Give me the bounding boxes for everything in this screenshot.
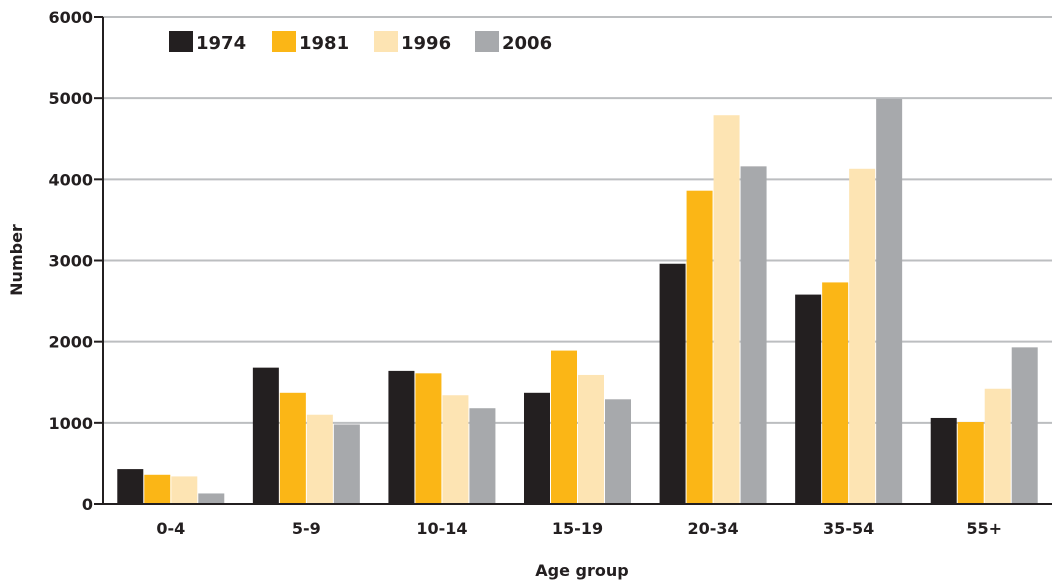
legend-label-2006: 2006 [502,33,552,54]
bar-1981-35-54 [822,282,849,504]
y-tick-label: 2000 [48,333,93,352]
legend: 1974 1981 1996 2006 [169,31,552,54]
bar-1996-15-19 [578,374,604,504]
axes [102,17,1052,505]
legend-swatch-1996 [374,31,398,52]
bar-1974-15-19 [524,392,550,504]
x-tick-label: 55+ [966,519,1002,538]
y-tick-label: 6000 [48,8,93,27]
x-axis-label: Age group [535,561,628,580]
bars [117,98,1038,505]
bar-1981-20-34 [686,190,713,505]
bar-2006-5-9 [333,424,360,504]
legend-label-1981: 1981 [299,33,349,54]
bar-1974-20-34 [659,263,686,504]
bar-1996-0-4 [171,476,198,504]
bar-1974-35-54 [795,294,822,504]
legend-label-1996: 1996 [401,33,451,54]
x-tick-label: 5-9 [292,519,321,538]
bar-1996-5-9 [306,414,333,504]
bar-1981-5-9 [279,392,306,504]
x-tick-label: 20-34 [687,519,738,538]
bar-1996-10-14 [442,395,469,504]
bar-1996-20-34 [713,115,740,504]
bar-1974-55+ [930,417,957,504]
legend-label-1974: 1974 [196,33,246,54]
bar-1996-35-54 [849,168,876,504]
bar-2006-55+ [1011,347,1038,504]
bar-1974-10-14 [388,370,415,504]
y-tick-label: 3000 [48,252,93,271]
bar-2006-0-4 [198,493,225,504]
y-tick-label: 4000 [48,170,93,189]
bar-1981-15-19 [551,350,577,504]
bar-2006-10-14 [469,408,496,504]
y-tick-label: 1000 [48,414,93,433]
bar-1974-0-4 [117,469,144,504]
x-tick-label: 10-14 [416,519,467,538]
y-tick-label: 5000 [48,89,93,108]
bar-2006-15-19 [605,399,631,504]
x-tick-label: 35-54 [823,519,874,538]
x-tick-labels: 0-4 5-9 10-14 15-19 20-34 35-54 55+ [156,519,1002,538]
legend-swatch-2006 [475,31,499,52]
y-tick-labels: 0 1000 2000 3000 4000 5000 6000 [48,8,93,514]
x-tick-label: 0-4 [156,519,185,538]
bar-2006-35-54 [876,98,903,504]
x-tick-label: 15-19 [552,519,603,538]
y-axis-label: Number [7,224,26,296]
bar-1981-10-14 [415,373,442,504]
legend-swatch-1981 [272,31,296,52]
legend-swatch-1974 [169,31,193,52]
bar-1981-0-4 [144,474,171,504]
bar-2006-20-34 [740,166,767,504]
bar-1981-55+ [957,422,984,504]
bar-1996-55+ [984,388,1011,504]
y-tick-label: 0 [82,495,93,514]
bar-1974-5-9 [252,367,279,504]
